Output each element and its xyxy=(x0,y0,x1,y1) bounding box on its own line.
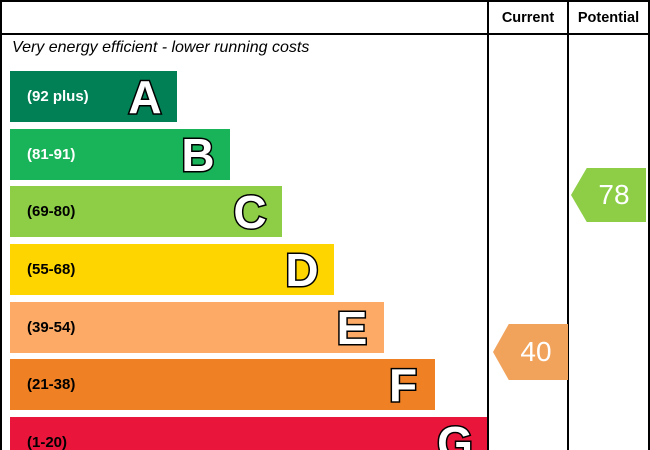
band-range-label: (81-91) xyxy=(27,146,76,163)
band-row: (69-80) C xyxy=(10,184,282,239)
potential-column-divider xyxy=(567,2,569,450)
potential-column-header: Potential xyxy=(577,9,640,26)
potential-rating-arrow: 78 xyxy=(571,168,646,222)
band-row: (21-38) F xyxy=(10,357,435,412)
band-range-label: (1-20) xyxy=(27,434,68,450)
svg-text:D: D xyxy=(285,244,318,296)
header-separator xyxy=(2,33,648,35)
band-letter: B xyxy=(180,127,216,182)
band-row: (1-20) G xyxy=(10,415,487,450)
svg-text:F: F xyxy=(389,359,417,411)
current-rating-arrow: 40 xyxy=(493,324,568,380)
band-row: (55-68) D xyxy=(10,242,334,297)
band-letter: D xyxy=(284,242,320,297)
band-letter: G xyxy=(436,415,475,450)
svg-text:C: C xyxy=(233,186,266,238)
band-letter: A xyxy=(127,69,163,124)
svg-text:E: E xyxy=(337,302,368,354)
band-range-label: (55-68) xyxy=(27,261,76,278)
current-column-header: Current xyxy=(501,9,555,26)
potential-rating-value: 78 xyxy=(598,179,630,210)
current-rating-value: 40 xyxy=(520,336,552,367)
band-letter: F xyxy=(387,357,418,412)
svg-text:B: B xyxy=(181,129,214,181)
svg-text:A: A xyxy=(128,71,161,123)
svg-text:G: G xyxy=(437,417,473,450)
band-range-label: (39-54) xyxy=(27,319,76,336)
efficiency-caption: Very energy efficient - lower running co… xyxy=(12,39,310,56)
band-row: (92 plus) A xyxy=(10,69,177,124)
band-range-label: (21-38) xyxy=(27,376,76,393)
band-range-label: (69-80) xyxy=(27,203,76,220)
band-row: (81-91) B xyxy=(10,127,230,182)
band-row: (39-54) E xyxy=(10,300,384,355)
band-letter: C xyxy=(232,184,268,239)
band-letter: E xyxy=(335,300,369,355)
band-range-label: (92 plus) xyxy=(27,88,89,105)
current-column-divider xyxy=(487,2,489,450)
